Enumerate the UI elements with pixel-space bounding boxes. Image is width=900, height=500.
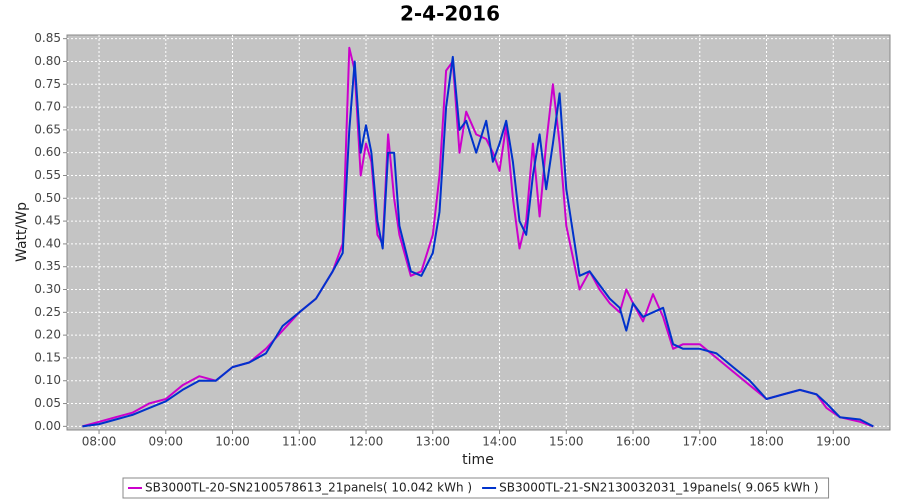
x-tick-label: 17:00 — [682, 435, 717, 449]
x-tick-label: 12:00 — [349, 435, 384, 449]
y-tick-label: 0.75 — [34, 77, 61, 91]
y-tick-label: 0.15 — [34, 350, 61, 364]
x-tick-label: 18:00 — [749, 435, 784, 449]
x-tick-label: 14:00 — [482, 435, 517, 449]
legend-label: SB3000TL-20-SN2100578613_21panels( 10.04… — [145, 481, 472, 495]
y-tick-label: 0.10 — [34, 373, 61, 387]
y-tick-label: 0.25 — [34, 305, 61, 319]
x-tick-label: 11:00 — [282, 435, 317, 449]
y-tick-label: 0.55 — [34, 168, 61, 182]
y-tick-label: 0.30 — [34, 282, 61, 296]
y-tick-label: 0.00 — [34, 419, 61, 433]
legend-label: SB3000TL-21-SN2130032031_19panels( 9.065… — [499, 481, 818, 495]
y-tick-label: 0.80 — [34, 54, 61, 68]
series-line — [82, 46, 874, 428]
x-tick-label: 08:00 — [82, 435, 117, 449]
x-tick-label: 19:00 — [816, 435, 851, 449]
y-tick-label: 0.35 — [34, 259, 61, 273]
y-axis-label: Watt/Wp — [14, 202, 30, 262]
y-tick-label: 0.60 — [34, 145, 61, 159]
x-tick-label: 15:00 — [549, 435, 584, 449]
y-tick-label: 0.40 — [34, 236, 61, 250]
y-tick-label: 0.50 — [34, 191, 61, 205]
y-tick-label: 0.65 — [34, 122, 61, 136]
x-tick-label: 16:00 — [616, 435, 651, 449]
series-line — [82, 55, 874, 428]
legend-box — [122, 477, 830, 499]
y-tick-label: 0.70 — [34, 100, 61, 114]
x-axis-label: time — [462, 452, 494, 468]
chart-title: 2-4-2016 — [400, 2, 500, 26]
y-tick-label: 0.20 — [34, 328, 61, 342]
y-tick-label: 0.05 — [34, 396, 61, 410]
x-tick-label: 13:00 — [415, 435, 450, 449]
y-tick-label: 0.85 — [34, 31, 61, 45]
y-tick-label: 0.45 — [34, 214, 61, 228]
x-tick-label: 09:00 — [148, 435, 183, 449]
x-tick-label: 10:00 — [215, 435, 250, 449]
plot-area — [66, 34, 891, 431]
